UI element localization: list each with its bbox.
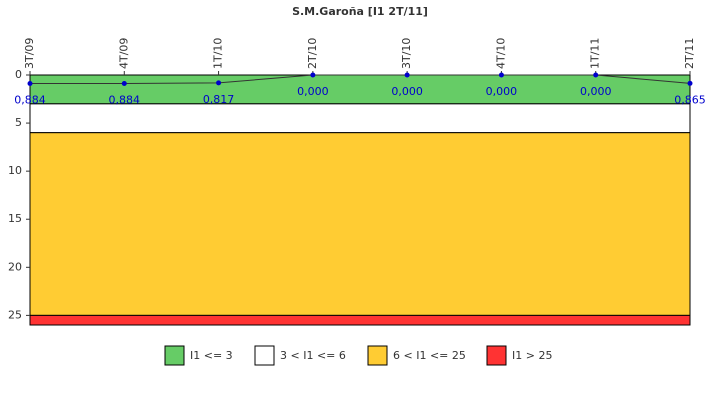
point <box>121 81 127 86</box>
value-label: 0,817 <box>203 93 235 106</box>
y-tick-label: 25 <box>8 308 22 321</box>
value-label: 0,865 <box>674 93 706 106</box>
point <box>498 72 504 78</box>
point <box>404 72 410 78</box>
x-tick-label: 3T/09 <box>23 38 36 69</box>
point <box>593 72 599 78</box>
y-tick-label: 10 <box>8 164 22 177</box>
x-tick-label: 4T/09 <box>117 38 130 69</box>
x-tick-label: 1T/11 <box>589 38 602 69</box>
chart-title: S.M.Garoña [I1 2T/11] <box>292 5 428 18</box>
x-tick-label: 3T/10 <box>400 38 413 69</box>
y-tick-label: 5 <box>15 116 22 129</box>
legend-swatch <box>164 345 185 366</box>
point <box>310 72 316 78</box>
point <box>27 81 33 86</box>
y-tick-label: 20 <box>8 260 22 273</box>
band <box>29 74 691 105</box>
band <box>29 314 691 326</box>
y-tick-label: 0 <box>15 68 22 81</box>
x-tick-label: 2T/10 <box>306 38 319 69</box>
value-label: 0,884 <box>109 94 141 107</box>
legend-label: 6 < I1 <= 25 <box>393 349 466 362</box>
band <box>29 103 691 134</box>
y-tick-label: 15 <box>8 212 22 225</box>
legend-label: 3 < I1 <= 6 <box>280 349 346 362</box>
value-label: 0,000 <box>297 85 329 98</box>
legend-swatch <box>486 345 507 366</box>
value-label: 0,000 <box>391 85 423 98</box>
value-label: 0,884 <box>14 94 46 107</box>
legend-swatch <box>254 345 275 366</box>
point <box>687 80 693 86</box>
x-tick-label: 2T/11 <box>683 38 696 69</box>
value-label: 0,000 <box>580 85 612 98</box>
line <box>30 74 691 84</box>
x-tick-label: 4T/10 <box>494 38 507 69</box>
x-tick-label: 1T/10 <box>212 38 225 69</box>
legend-label: I1 <= 3 <box>190 349 233 362</box>
legend-label: I1 > 25 <box>512 349 552 362</box>
band <box>29 132 691 316</box>
value-label: 0,000 <box>486 85 518 98</box>
legend-swatch <box>367 345 388 366</box>
point <box>216 80 222 86</box>
